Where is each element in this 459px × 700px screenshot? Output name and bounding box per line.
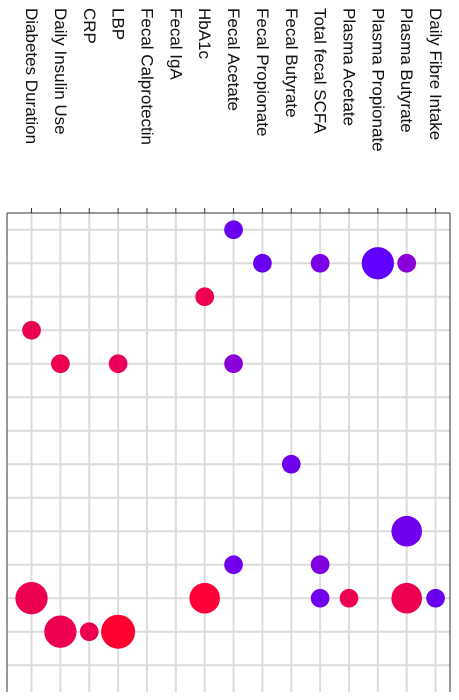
variable-label: Plasma Butyrate — [397, 8, 416, 133]
variable-label: Fecal Calprotectin — [137, 8, 156, 145]
data-point — [51, 354, 70, 374]
data-points — [15, 220, 445, 649]
variable-label: Fecal Butyrate — [282, 8, 301, 118]
data-point — [22, 320, 41, 340]
data-point — [361, 247, 395, 280]
variable-label: Plasma Propionate — [368, 8, 387, 152]
data-point — [310, 555, 330, 575]
data-point — [339, 588, 359, 608]
data-point — [281, 454, 301, 474]
variable-label: Diabetes Duration — [22, 8, 41, 144]
variable-label: Total fecal SCFA — [311, 8, 330, 134]
data-point — [79, 622, 99, 642]
data-point — [391, 582, 423, 614]
data-point — [310, 588, 330, 608]
variable-label: Fecal IgA — [166, 8, 185, 80]
data-point — [391, 515, 423, 547]
variable-label: CRP — [80, 8, 99, 44]
data-point — [224, 555, 243, 575]
data-point — [101, 614, 136, 649]
data-point — [310, 253, 330, 273]
data-point — [15, 582, 48, 615]
variable-label: Fecal Acetate — [224, 8, 243, 111]
data-point — [224, 220, 243, 240]
variable-label: HbA1c — [195, 8, 214, 60]
data-point — [108, 354, 128, 374]
data-point — [224, 354, 243, 374]
variable-labels: Daily Fibre Intake Plasma Butyrate Plasma … — [22, 8, 445, 152]
variable-label: Daily Fibre Intake — [426, 8, 445, 140]
plot-grid — [7, 213, 450, 692]
data-point — [195, 287, 215, 307]
data-point — [44, 615, 77, 648]
data-point — [253, 253, 272, 273]
variable-label: Daily Insulin Use — [51, 8, 70, 135]
variable-label: Fecal Propionate — [253, 8, 272, 137]
variable-label: LBP — [109, 8, 128, 40]
data-point — [189, 582, 220, 614]
data-point — [426, 588, 445, 608]
plot-axes — [6, 208, 451, 692]
data-point — [397, 253, 417, 273]
variable-label: Plasma Acetate — [339, 8, 358, 126]
